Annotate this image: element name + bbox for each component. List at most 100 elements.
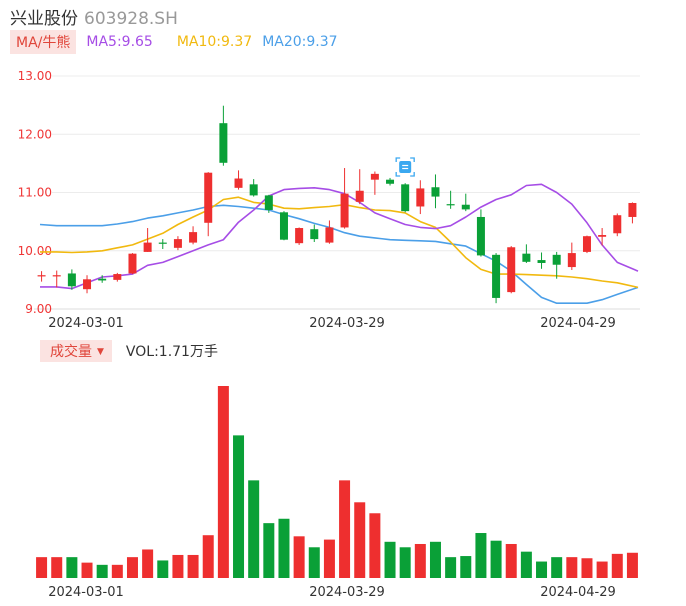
volume-bar (142, 549, 154, 578)
date-label: 2024-03-01 (48, 316, 124, 331)
volume-bar (293, 536, 305, 578)
candle (158, 239, 167, 250)
candle (537, 252, 546, 269)
candle (83, 275, 92, 294)
candle (279, 211, 288, 241)
candle (507, 246, 516, 294)
ma5-label: MA5:9.65 (86, 34, 153, 50)
volume-bar (354, 502, 366, 578)
candle (416, 180, 425, 215)
price-tick-label: 12.00 (18, 127, 52, 141)
candle (446, 190, 455, 209)
volume-bar (581, 558, 593, 578)
volume-bar (248, 480, 260, 578)
candle (204, 172, 213, 237)
volume-bar (263, 523, 275, 578)
candle (552, 251, 561, 279)
candle-body (249, 184, 258, 196)
candle-body (219, 123, 228, 163)
candle (461, 193, 470, 212)
candle (325, 220, 334, 244)
candle-body (295, 228, 304, 244)
volume-bar (596, 561, 608, 578)
stock-code: 603928.SH (84, 9, 178, 29)
candle (598, 228, 607, 246)
marker-icon[interactable] (395, 157, 415, 177)
price-tick-label: 10.00 (18, 244, 52, 258)
date-label: 2024-04-29 (540, 316, 616, 331)
candle-body (264, 195, 273, 210)
volume-bar (308, 547, 320, 578)
volume-bar (339, 480, 351, 578)
volume-bar (81, 562, 93, 578)
candle (128, 253, 137, 275)
candle-body (173, 239, 182, 248)
volume-toggle-label: 成交量 (50, 344, 92, 360)
volume-bar (202, 535, 214, 578)
candle-body (507, 247, 516, 293)
candles (37, 105, 637, 304)
volume-bar (36, 557, 48, 578)
candle-body (461, 204, 470, 210)
candle-body (143, 242, 152, 252)
volume-bar (445, 557, 457, 578)
candle-body (522, 253, 531, 262)
candle-body (204, 172, 213, 223)
volume-bar (51, 557, 63, 578)
ma20-line (39, 204, 639, 305)
candle (310, 224, 319, 243)
candle-body (401, 184, 410, 212)
volume-bar (566, 557, 578, 578)
volume-bar (111, 564, 123, 578)
candle-body (234, 178, 243, 188)
volume-bar (414, 543, 426, 578)
candle (37, 271, 46, 282)
marker-badge (399, 161, 412, 173)
ma10-line (40, 196, 639, 289)
volume-bar (217, 386, 229, 578)
candle (113, 272, 122, 282)
volume-bar (551, 557, 563, 578)
price-grid (34, 75, 640, 310)
candle-body (446, 204, 455, 206)
volume-value: VOL:1.71万手 (125, 344, 218, 360)
candle-body (598, 235, 607, 237)
candle (295, 227, 304, 245)
candle-body (67, 273, 76, 287)
candle-body (37, 275, 46, 277)
candle (340, 168, 349, 229)
candle (189, 226, 198, 245)
candle (234, 170, 243, 190)
candle-body (355, 190, 364, 202)
stock-name: 兴业股份 (10, 9, 78, 29)
candle (249, 179, 258, 197)
volume-bar (490, 540, 502, 578)
volume-bar (399, 547, 411, 578)
candle-body (582, 236, 591, 252)
ma5-line (40, 183, 639, 290)
candle (98, 275, 107, 283)
volume-bar (626, 552, 638, 578)
volume-bar (369, 513, 381, 578)
candle (431, 174, 440, 209)
stock-header: 兴业股份 603928.SH (10, 4, 178, 29)
price-tick-label: 9.00 (25, 302, 52, 316)
candle (219, 105, 228, 166)
volume-indicator-toggle[interactable]: 成交量 ▼ (40, 340, 112, 362)
candle-body (279, 212, 288, 240)
price-axis-labels: 13.00 12.00 11.00 10.00 9.00 (18, 69, 52, 316)
volume-bars (36, 386, 638, 578)
candle-body (386, 179, 395, 184)
candle (355, 169, 364, 205)
caret-down-icon: ▼ (97, 347, 104, 357)
candle (401, 183, 410, 213)
candle (52, 270, 61, 288)
candle-body (628, 202, 637, 217)
ma-indicator-toggle[interactable]: MA/牛熊 (10, 30, 77, 54)
candle-body (189, 232, 198, 243)
date-label: 2024-03-01 (48, 585, 124, 600)
candle (143, 228, 152, 252)
candle-body (310, 229, 319, 240)
date-axis-labels: 2024-03-01 2024-03-29 2024-04-29 (48, 316, 616, 331)
